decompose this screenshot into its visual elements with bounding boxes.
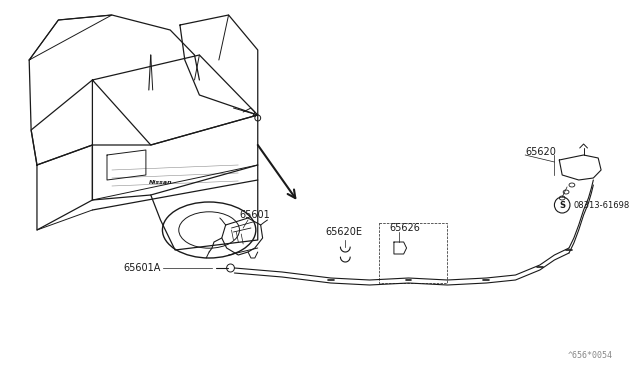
Text: 65601A: 65601A: [123, 263, 161, 273]
Text: 08313-61698: 08313-61698: [574, 201, 630, 209]
Text: ^656*0054: ^656*0054: [568, 351, 612, 360]
Text: 65620: 65620: [525, 147, 556, 157]
Bar: [380, 223, 447, 283]
Text: 65601: 65601: [239, 210, 270, 220]
Text: 65620E: 65620E: [326, 227, 363, 237]
Text: Nissan: Nissan: [148, 180, 172, 185]
Text: S: S: [559, 201, 565, 209]
Text: 65626: 65626: [389, 223, 420, 233]
